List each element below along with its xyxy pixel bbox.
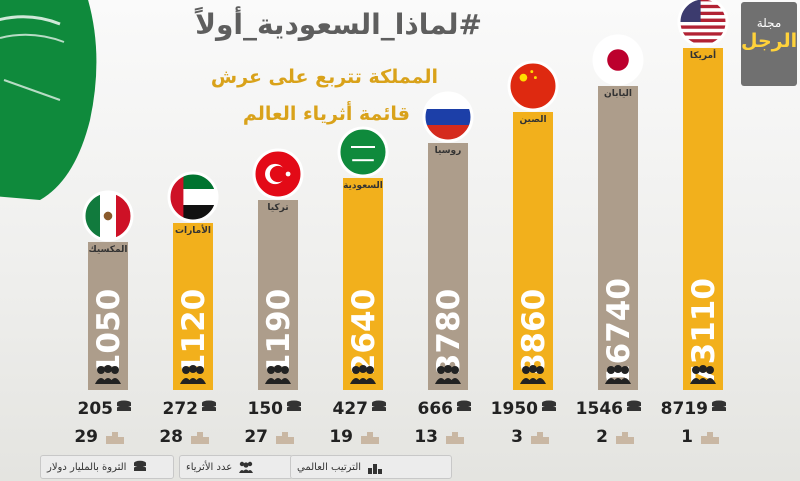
magazine-logo: مجلة الرجل bbox=[741, 2, 797, 86]
coin-stack-icon bbox=[372, 400, 386, 411]
people-icon bbox=[690, 365, 716, 384]
people-icon bbox=[180, 365, 206, 384]
bar-saudi bbox=[343, 178, 383, 390]
saudi-flag-banner bbox=[0, 0, 97, 200]
wealth-value: 150 bbox=[248, 399, 284, 419]
country-label: المكسيك bbox=[89, 245, 128, 255]
coin-stack-icon bbox=[117, 400, 131, 411]
country-label: الأمارات bbox=[175, 224, 211, 236]
rank-value: 2 bbox=[596, 427, 608, 447]
country-label: تركيا bbox=[267, 203, 288, 213]
podium-icon bbox=[276, 432, 294, 444]
podium-icon bbox=[616, 432, 634, 444]
rank-value: 29 bbox=[74, 427, 98, 447]
podium-icon bbox=[191, 432, 209, 444]
wealth-value: 272 bbox=[163, 399, 199, 419]
legend-wealth-label: الثروة بالمليار دولار bbox=[47, 461, 127, 473]
logo-line-2: الرجل bbox=[741, 30, 798, 52]
legend-rank-label: الترتيب العالمي bbox=[297, 461, 362, 473]
wealth-value: 666 bbox=[418, 399, 454, 419]
bar-japan bbox=[598, 86, 638, 390]
bar-value-label: 1050 bbox=[91, 289, 127, 375]
podium-icon bbox=[361, 432, 379, 444]
podium-icon bbox=[701, 432, 719, 444]
people-icon bbox=[95, 365, 121, 384]
people-icon bbox=[435, 365, 461, 384]
coin-stack-icon bbox=[287, 400, 301, 411]
legend-rank: الترتيب العالمي bbox=[290, 455, 452, 479]
people-icon bbox=[265, 365, 291, 384]
logo-line-1: مجلة bbox=[756, 16, 782, 30]
rank-value: 28 bbox=[159, 427, 183, 447]
coin-stack-icon bbox=[457, 400, 471, 411]
rank-value: 19 bbox=[329, 427, 353, 447]
page-title: #لماذا_السعودية_أولاً bbox=[195, 8, 482, 41]
people-icon bbox=[350, 365, 376, 384]
russia-flag-icon bbox=[422, 91, 474, 143]
coin-stack-icon bbox=[712, 400, 726, 411]
wealth-value: 1546 bbox=[576, 399, 623, 419]
bar-value-label: 1190 bbox=[261, 289, 297, 375]
people-icon bbox=[520, 365, 546, 384]
bar-value-label: 3780 bbox=[431, 289, 467, 375]
bar-value-label: 8860 bbox=[516, 289, 552, 375]
rank-value: 3 bbox=[511, 427, 523, 447]
legend-count-label: عدد الأثرياء bbox=[186, 461, 233, 473]
coin-stack-icon bbox=[134, 460, 147, 471]
coin-stack-icon bbox=[202, 400, 216, 411]
usa-flag-icon bbox=[677, 0, 729, 48]
legend-wealth: الثروة بالمليار دولار bbox=[40, 455, 174, 479]
bar-usa bbox=[683, 48, 723, 390]
podium-icon bbox=[368, 464, 383, 474]
country-label: اليابان bbox=[604, 89, 632, 99]
china-flag-icon bbox=[507, 60, 559, 112]
japan-flag-icon bbox=[592, 34, 644, 86]
bar-china bbox=[513, 112, 553, 390]
coin-stack-icon bbox=[542, 400, 556, 411]
wealth-value: 205 bbox=[78, 399, 114, 419]
bar-russia bbox=[428, 143, 468, 390]
subtitle-line-2: قائمة أثرياء العالم bbox=[242, 103, 410, 125]
wealth-value: 1950 bbox=[491, 399, 538, 419]
bar-uae bbox=[173, 223, 213, 390]
wealth-value: 8719 bbox=[661, 399, 708, 419]
country-label: الصين bbox=[519, 115, 546, 125]
legend-count: عدد الأثرياء bbox=[179, 455, 293, 479]
turkey-flag-icon bbox=[252, 148, 304, 200]
subtitle-line-1: المملكة تتربع على عرش bbox=[210, 66, 438, 88]
coin-stack-icon bbox=[627, 400, 641, 411]
rank-value: 27 bbox=[244, 427, 268, 447]
podium-icon bbox=[531, 432, 549, 444]
rank-value: 1 bbox=[681, 427, 693, 447]
rank-value: 13 bbox=[414, 427, 438, 447]
uae-flag-icon bbox=[167, 171, 219, 223]
people-icon bbox=[605, 365, 631, 384]
country-label: روسيا bbox=[435, 146, 462, 156]
mexico-flag-icon bbox=[82, 190, 134, 242]
country-label: السعودية bbox=[343, 181, 383, 191]
bar-turkey bbox=[258, 200, 298, 390]
people-icon bbox=[239, 461, 254, 473]
country-label: أمريكا bbox=[690, 49, 716, 61]
podium-icon bbox=[106, 432, 124, 444]
bar-value-label: 1120 bbox=[176, 289, 212, 375]
wealth-value: 427 bbox=[333, 399, 369, 419]
podium-icon bbox=[446, 432, 464, 444]
saudi-flag-icon bbox=[337, 126, 389, 178]
bar-value-label: 2640 bbox=[346, 289, 382, 375]
